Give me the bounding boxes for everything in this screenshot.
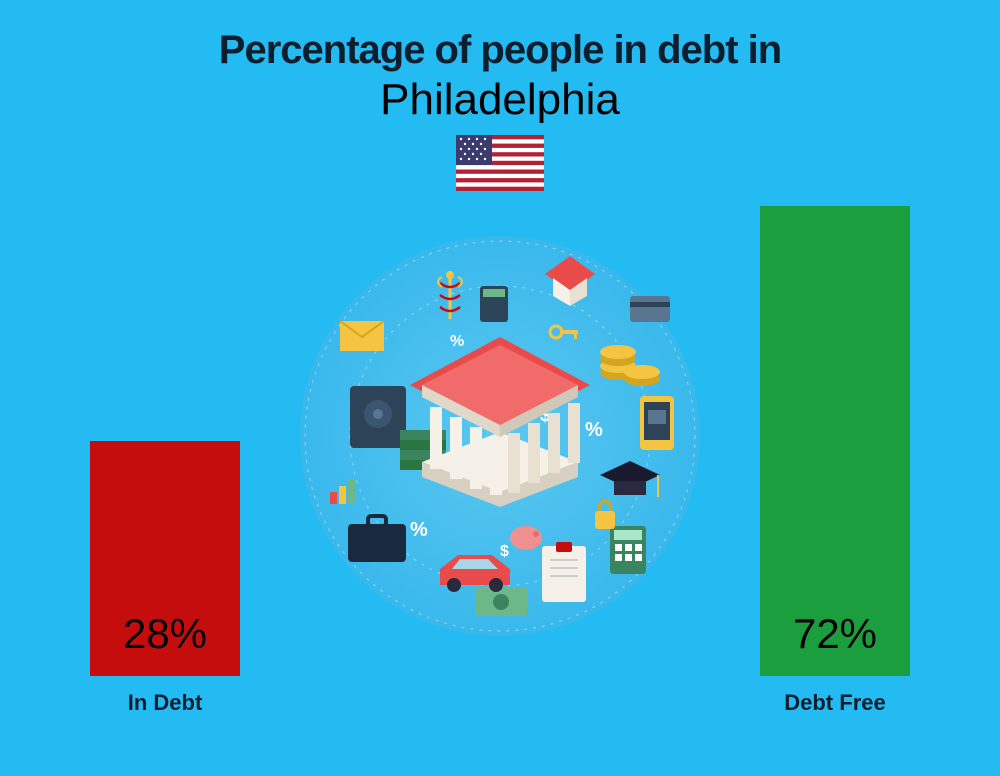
bar-label: In Debt	[128, 690, 203, 716]
bar-value: 28%	[123, 610, 207, 676]
bar-label: Debt Free	[784, 690, 885, 716]
bar-rect: 28%	[90, 441, 240, 676]
bar-in-debt: 28% In Debt	[90, 441, 240, 716]
page-subtitle: Philadelphia	[0, 75, 1000, 125]
bar-value: 72%	[793, 610, 877, 676]
usa-flag-icon	[456, 135, 544, 191]
bar-rect: 72%	[760, 206, 910, 676]
bar-chart: 28% In Debt 72% Debt Free	[0, 196, 1000, 716]
page-title: Percentage of people in debt in	[0, 0, 1000, 73]
bar-debt-free: 72% Debt Free	[760, 206, 910, 716]
